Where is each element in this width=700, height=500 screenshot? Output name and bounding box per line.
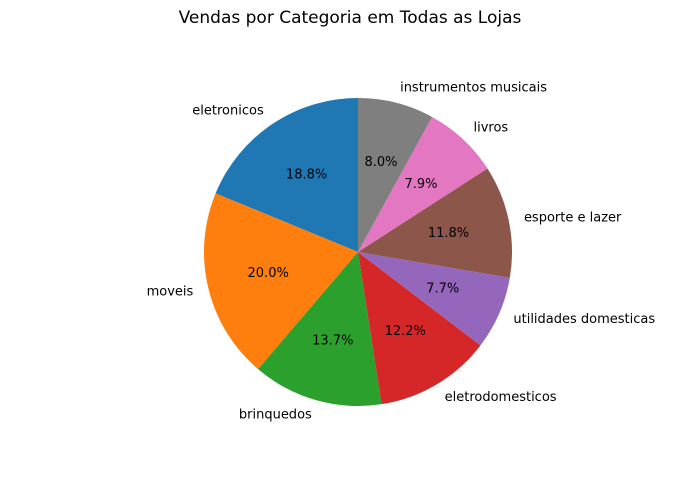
pie-category-label-eletrodomesticos: eletrodomesticos <box>445 390 557 405</box>
pie-slice-esporte-e-lazer <box>358 168 512 278</box>
pie-category-label-moveis: moveis <box>147 284 194 299</box>
pie-category-label-instrumentos-musicais: instrumentos musicais <box>400 80 547 95</box>
pie-slices <box>203 98 512 406</box>
pie-slice-moveis <box>203 193 358 370</box>
pie-pct-label-brinquedos: 13.7% <box>312 333 353 348</box>
pie-pct-label-eletronicos: 18.8% <box>286 168 327 183</box>
pie-slice-instrumentos-musicais <box>358 98 433 252</box>
pie-category-label-esporte-e-lazer: esporte e lazer <box>524 210 622 225</box>
pie-category-label-utilidades-domesticas: utilidades domesticas <box>513 312 655 327</box>
pie-slice-eletrodomesticos <box>358 252 481 405</box>
pie-slice-utilidades-domesticas <box>358 252 510 346</box>
chart-title: Vendas por Categoria em Todas as Lojas <box>178 8 522 28</box>
pie-slice-livros <box>358 117 488 252</box>
pie-category-label-eletronicos: eletronicos <box>192 104 264 119</box>
pie-pct-label-instrumentos-musicais: 8.0% <box>364 155 397 170</box>
pie-category-label-brinquedos: brinquedos <box>239 407 312 422</box>
pie-pct-label-livros: 7.9% <box>404 177 437 192</box>
pie-pct-label-moveis: 20.0% <box>248 266 289 281</box>
pie-pct-label-esporte-e-lazer: 11.8% <box>428 226 469 241</box>
pie-slice-eletronicos <box>215 98 358 252</box>
pie-pct-label-utilidades-domesticas: 7.7% <box>426 281 459 296</box>
pie-pct-label-eletrodomesticos: 12.2% <box>385 324 426 339</box>
pie-category-label-livros: livros <box>473 121 508 136</box>
pie-labels: 18.8% eletronicos 20.0% moveis 13.7% brinqued… <box>147 80 656 422</box>
pie-slice-brinquedos <box>258 252 382 406</box>
